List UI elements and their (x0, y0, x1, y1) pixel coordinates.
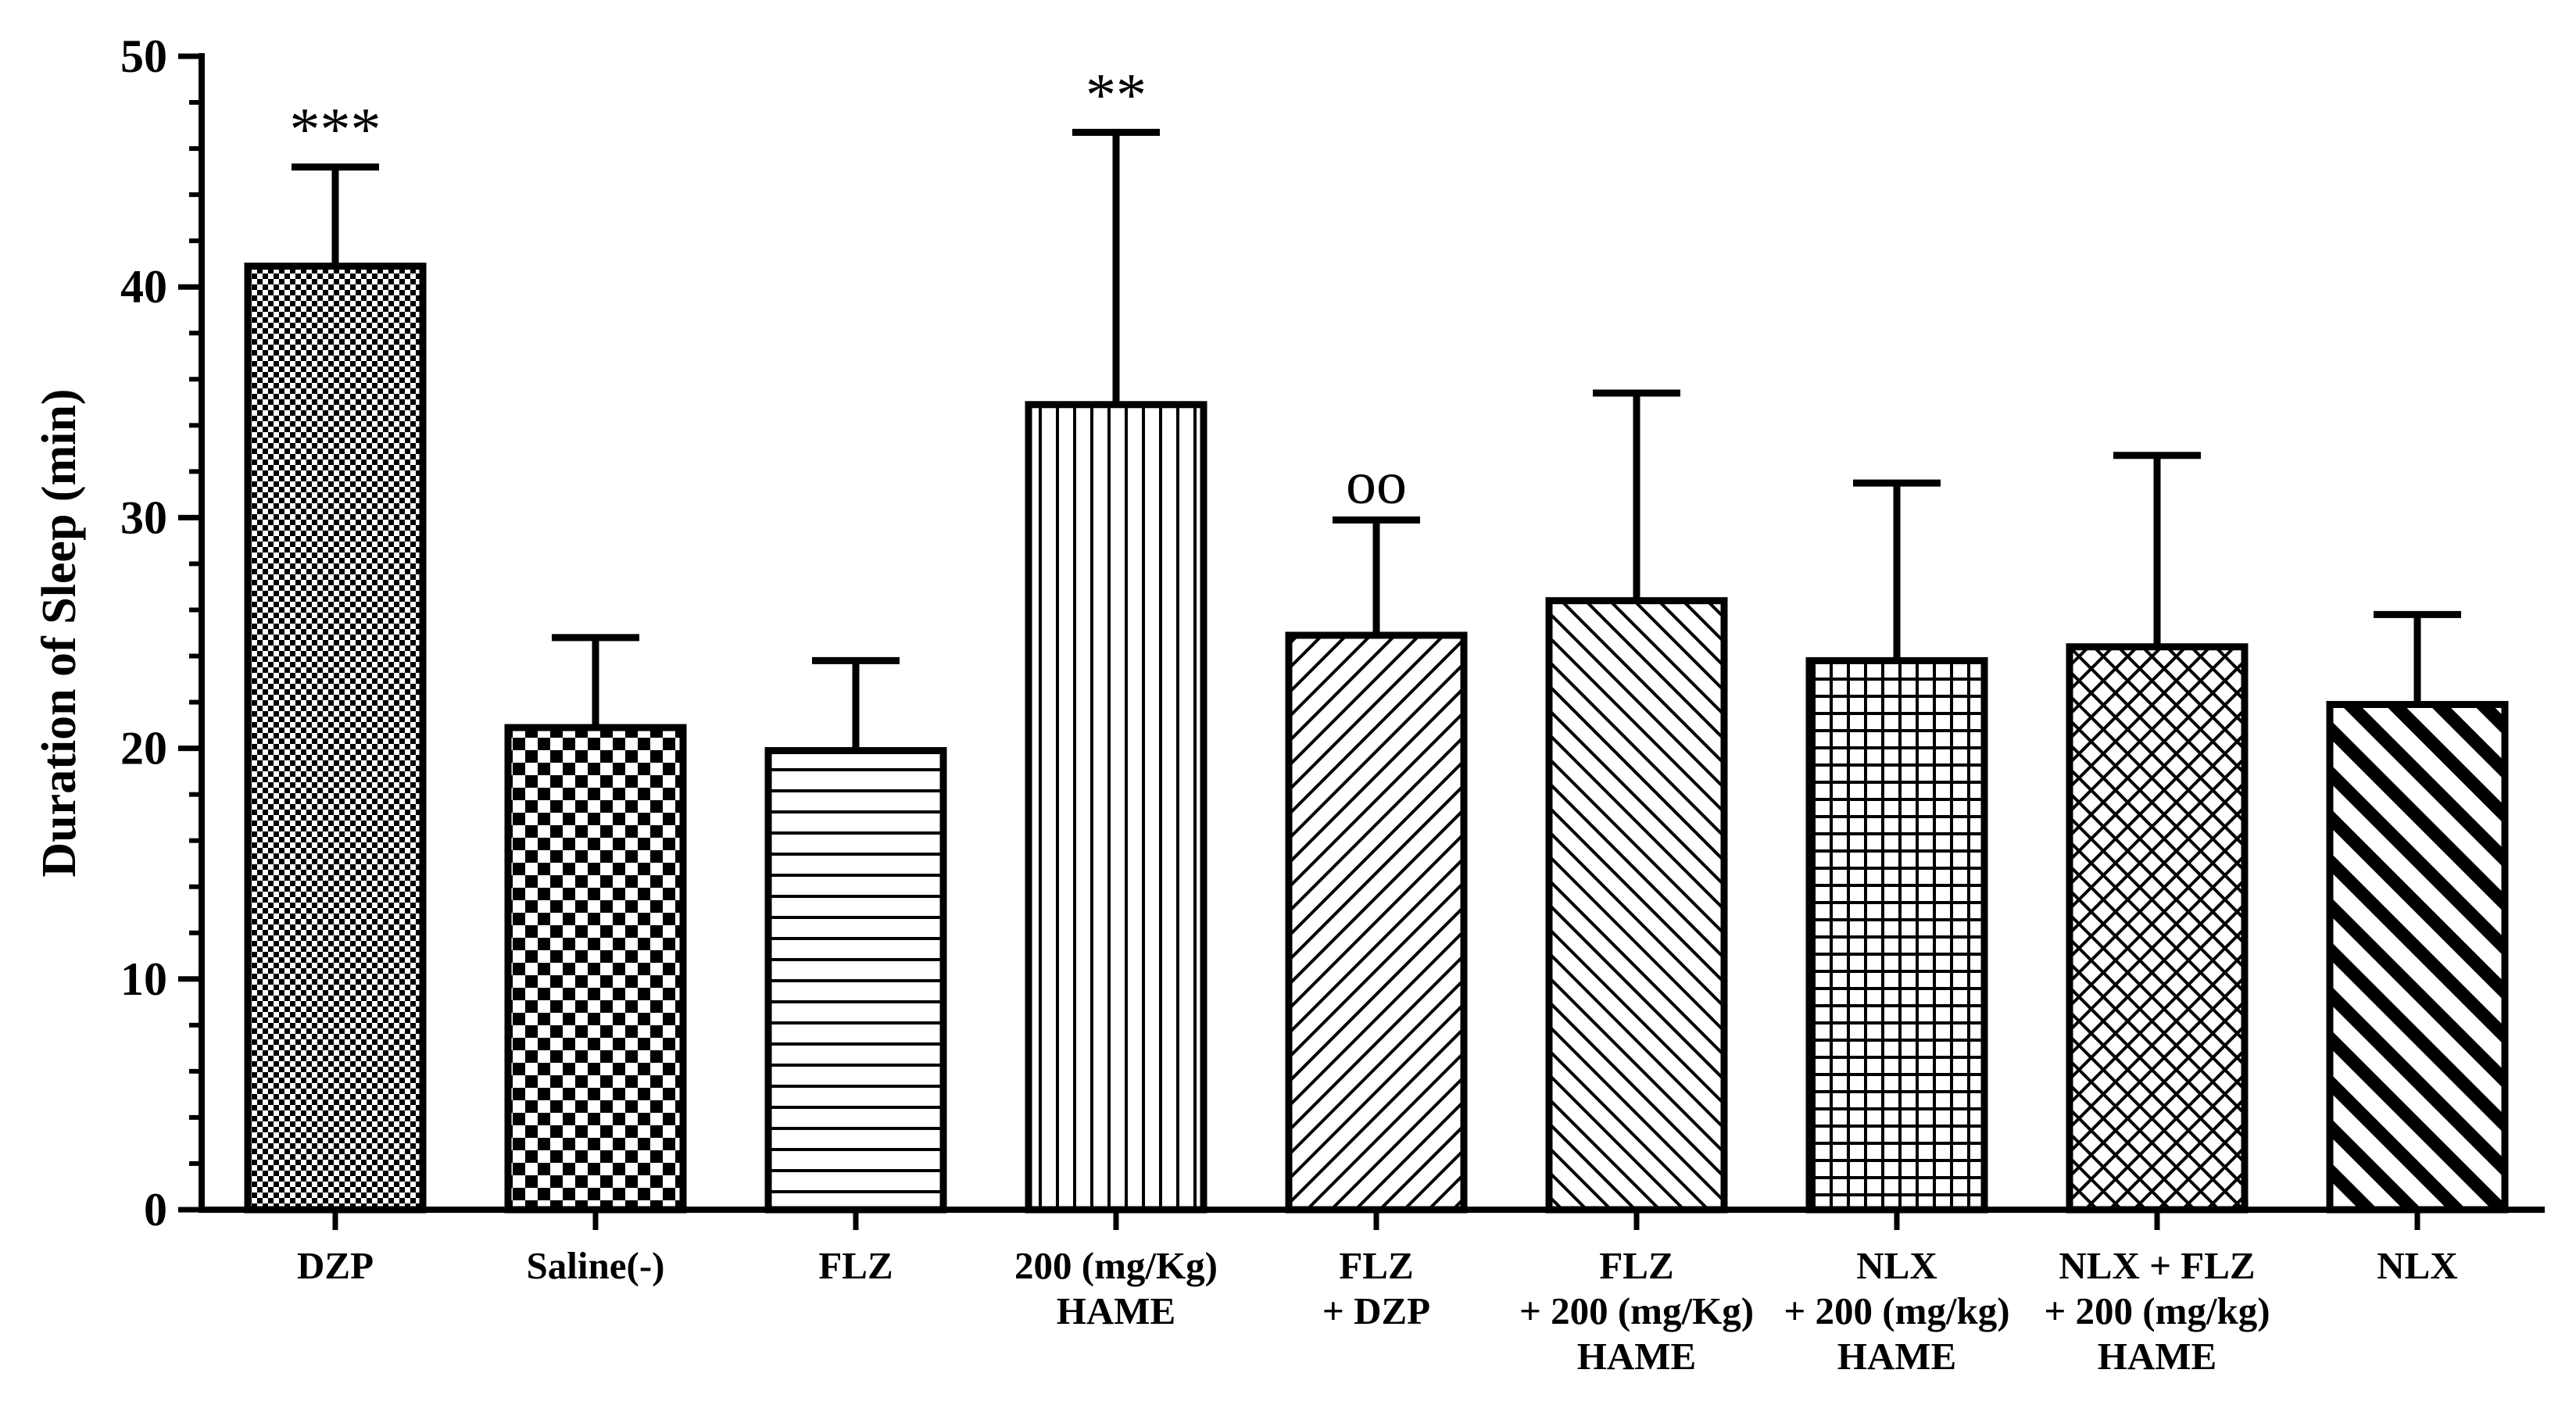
bar-group-5: oo FLZ+ DZP (1285, 448, 1468, 1332)
bar (504, 724, 687, 1214)
x-tick-label: FLZ (818, 1244, 893, 1287)
significance-label: oo (1346, 448, 1407, 516)
x-tick-label: NLX (2377, 1244, 2457, 1287)
x-tick-label: HAME (1057, 1289, 1175, 1332)
x-tick-label: Saline(-) (527, 1244, 665, 1287)
bar-group-6: FLZ+ 200 (mg/Kg)HAME (1519, 389, 1754, 1378)
x-tick-label: DZP (297, 1244, 374, 1287)
y-tick-label: 40 (120, 261, 167, 313)
y-tick-label: 20 (120, 723, 167, 774)
y-tick-label: 10 (120, 953, 167, 1005)
bar-group-9: NLX (2326, 610, 2509, 1287)
x-tick-label: NLX (1856, 1244, 1937, 1287)
y-tick-label: 50 (120, 30, 167, 82)
plot-layer: ***DZP Saline(-) FLZ**200 (mg/Kg)HAMEooFLZ… (33, 30, 2545, 1378)
bar-group-7: NLX+ 200 (mg/kg)HAME (1784, 479, 2010, 1378)
bar (244, 263, 427, 1214)
bar (1025, 401, 1208, 1214)
significance-label: ** (1086, 60, 1147, 128)
x-tick-label: + 200 (mg/kg) (1784, 1289, 2009, 1332)
bar (1805, 656, 1988, 1214)
bar-group-2: Saline(-) (504, 634, 687, 1287)
x-tick-label: + DZP (1322, 1289, 1430, 1332)
x-tick-label: 200 (mg/Kg) (1014, 1244, 1218, 1287)
bar-group-4: ** 200 (mg/Kg)HAME (1014, 60, 1218, 1332)
x-tick-label: NLX + FLZ (2059, 1244, 2255, 1287)
bar (1285, 631, 1468, 1214)
y-axis-title: Duration of Sleep (min) (33, 388, 86, 877)
y-tick-label: 0 (144, 1184, 167, 1235)
x-tick-label: FLZ (1339, 1244, 1413, 1287)
bar (2326, 701, 2509, 1214)
x-tick-label: HAME (2098, 1335, 2216, 1378)
bar-group-1: *** DZP (244, 95, 427, 1287)
x-tick-label: HAME (1837, 1335, 1956, 1378)
bar-group-8: NLX + FLZ+ 200 (mg/kg)HAME (2044, 452, 2270, 1378)
bar (764, 747, 947, 1214)
bar (2066, 643, 2249, 1214)
x-tick-label: FLZ (1599, 1244, 1673, 1287)
bar-group-3: FLZ (764, 656, 947, 1287)
x-tick-label: + 200 (mg/Kg) (1519, 1289, 1754, 1332)
significance-label: *** (290, 95, 381, 163)
bar (1545, 597, 1728, 1214)
y-tick-label: 30 (120, 492, 167, 543)
x-tick-label: + 200 (mg/kg) (2044, 1289, 2270, 1332)
x-tick-label: HAME (1577, 1335, 1696, 1378)
